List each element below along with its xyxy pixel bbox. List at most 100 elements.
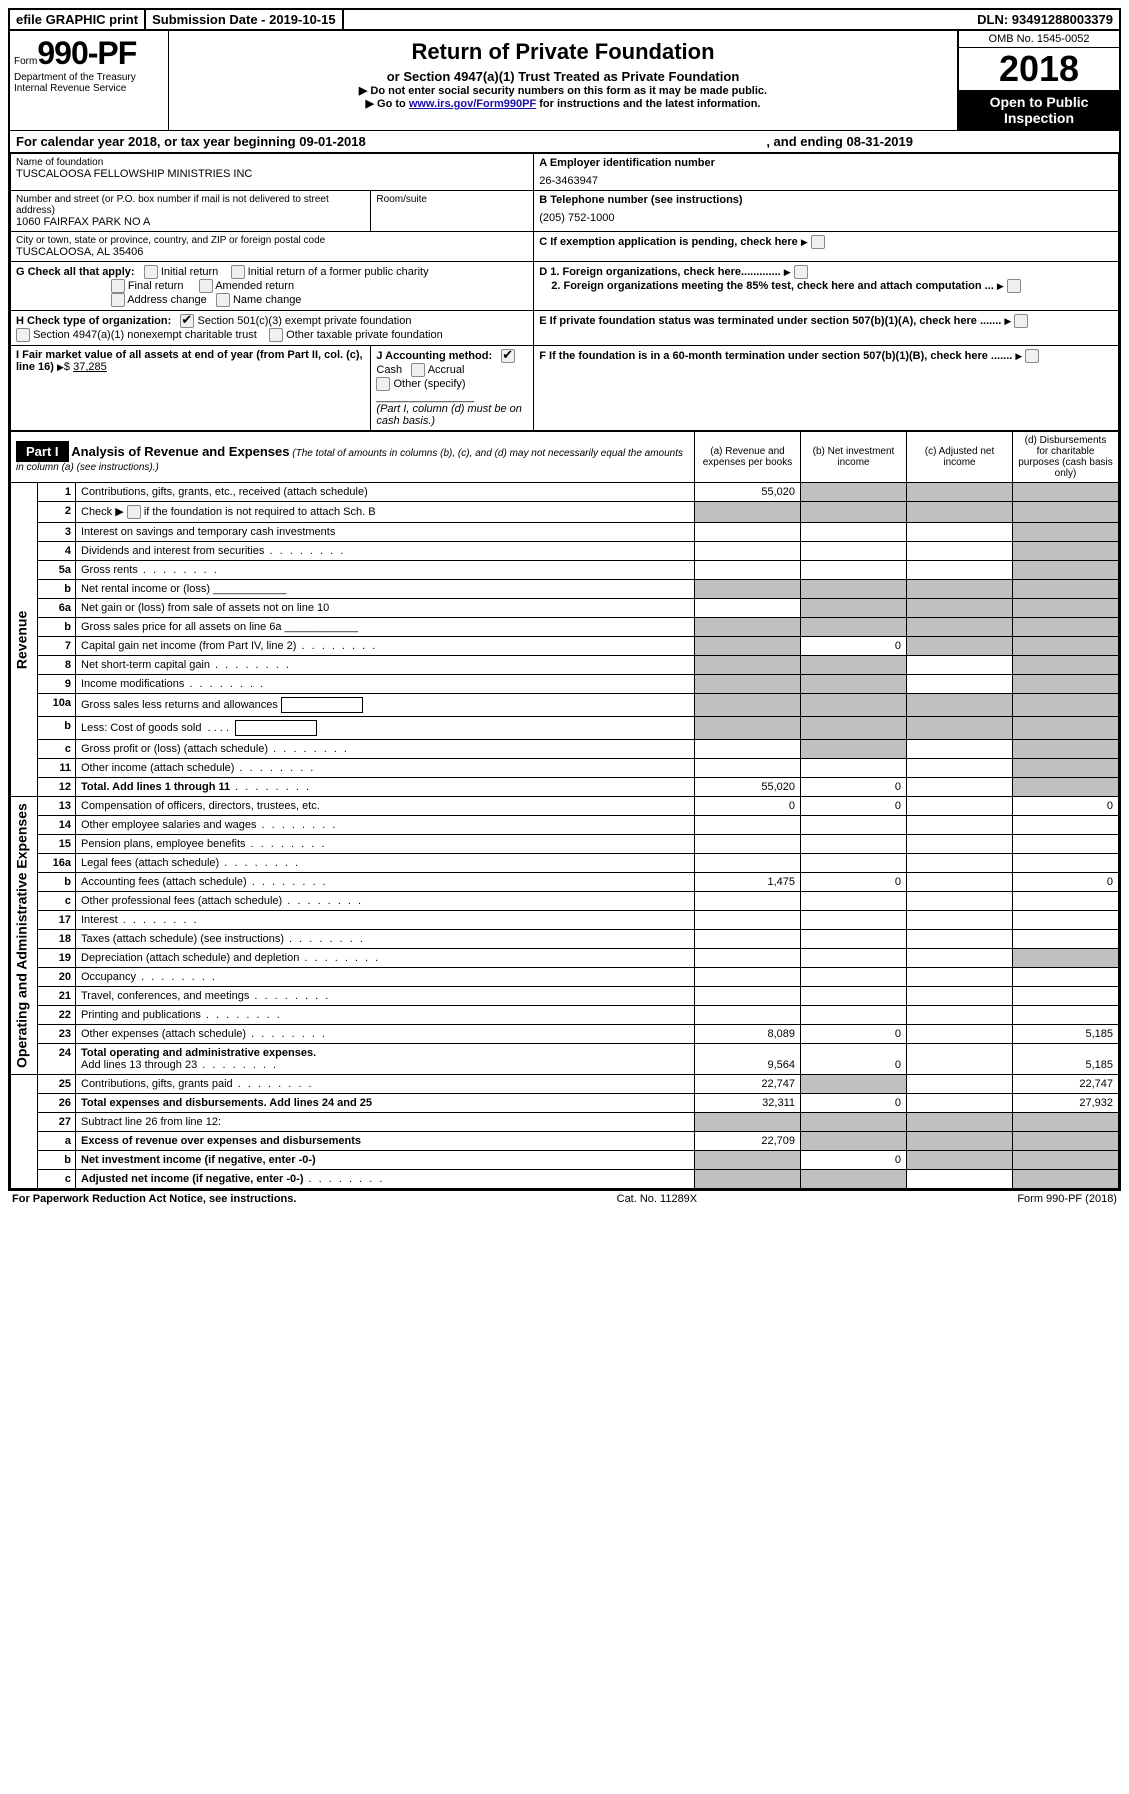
h-other-cb[interactable] (269, 328, 283, 342)
j-other-cb[interactable] (376, 377, 390, 391)
l13-desc: Compensation of officers, directors, tru… (76, 797, 695, 816)
l2-cb[interactable] (127, 505, 141, 519)
foundation-name: TUSCALOOSA FELLOWSHIP MINISTRIES INC (16, 168, 528, 180)
tel-label: B Telephone number (see instructions) (539, 194, 1113, 206)
l13b: 0 (801, 797, 907, 816)
l26a: 32,311 (695, 1094, 801, 1113)
j-cash-cb[interactable] (501, 349, 515, 363)
d2-checkbox[interactable] (1007, 279, 1021, 293)
ln: a (38, 1132, 76, 1151)
e-terminated: E If private foundation status was termi… (539, 315, 1001, 327)
l19-desc: Depreciation (attach schedule) and deple… (76, 949, 695, 968)
f-checkbox[interactable] (1025, 349, 1039, 363)
ln: 18 (38, 930, 76, 949)
c-exemption: C If exemption application is pending, c… (539, 236, 798, 248)
ein-value: 26-3463947 (539, 175, 1113, 187)
j-label: J Accounting method: (376, 350, 492, 362)
form-header: Form990-PF Department of the Treasury In… (10, 31, 1119, 130)
h-501c3: Section 501(c)(3) exempt private foundat… (197, 315, 411, 327)
l20-desc: Occupancy (76, 968, 695, 987)
l25d: 22,747 (1013, 1075, 1119, 1094)
ln: 1 (38, 483, 76, 502)
g-final-cb[interactable] (111, 279, 125, 293)
ln: 14 (38, 816, 76, 835)
l10a-desc: Gross sales less returns and allowances (76, 694, 695, 717)
room-label: Room/suite (376, 194, 528, 205)
i-value: 37,285 (73, 361, 107, 373)
instructions-link[interactable]: www.irs.gov/Form990PF (409, 98, 536, 110)
ln: 21 (38, 987, 76, 1006)
c-checkbox[interactable] (811, 235, 825, 249)
l16a-desc: Legal fees (attach schedule) (76, 854, 695, 873)
arrow-icon (997, 280, 1004, 292)
e-checkbox[interactable] (1014, 314, 1028, 328)
l9-desc: Income modifications (76, 675, 695, 694)
ln: 15 (38, 835, 76, 854)
l13a: 0 (695, 797, 801, 816)
g-initial-cb[interactable] (144, 265, 158, 279)
j-cash: Cash (376, 364, 402, 376)
street-label: Number and street (or P.O. box number if… (16, 194, 365, 216)
ln: 9 (38, 675, 76, 694)
tel-value: (205) 752-1000 (539, 212, 1113, 224)
l13d: 0 (1013, 797, 1119, 816)
efile-print-btn[interactable]: efile GRAPHIC print (10, 10, 146, 29)
ln: 24 (38, 1044, 76, 1075)
j-note: (Part I, column (d) must be on cash basi… (376, 403, 522, 427)
l11-desc: Other income (attach schedule) (76, 759, 695, 778)
arrow-icon (1015, 350, 1022, 362)
ln: 23 (38, 1025, 76, 1044)
l22-desc: Printing and publications (76, 1006, 695, 1025)
arrow-icon (784, 266, 791, 278)
l24a: 9,564 (695, 1044, 801, 1075)
top-bar: efile GRAPHIC print Submission Date - 20… (10, 10, 1119, 31)
l18-desc: Taxes (attach schedule) (see instruction… (76, 930, 695, 949)
l27aa: 22,709 (695, 1132, 801, 1151)
footer: For Paperwork Reduction Act Notice, see … (8, 1191, 1121, 1207)
cal-mid: , and ending (766, 134, 843, 149)
ln: c (38, 740, 76, 759)
open-public: Open to Public Inspection (959, 90, 1119, 130)
name-label: Name of foundation (16, 157, 528, 168)
arrow-icon (801, 236, 808, 248)
l6a-desc: Net gain or (loss) from sale of assets n… (76, 599, 695, 618)
g-initial-former-cb[interactable] (231, 265, 245, 279)
j-accrual-cb[interactable] (411, 363, 425, 377)
h-501c3-cb[interactable] (180, 314, 194, 328)
form-number: 990-PF (37, 35, 136, 71)
ln: c (38, 1170, 76, 1189)
ln: 17 (38, 911, 76, 930)
ln: 3 (38, 523, 76, 542)
l27a-desc: Excess of revenue over expenses and disb… (76, 1132, 695, 1151)
form-subtitle: or Section 4947(a)(1) Trust Treated as P… (173, 69, 953, 84)
l24-desc: Total operating and administrative expen… (76, 1044, 695, 1075)
l23-desc: Other expenses (attach schedule) (76, 1025, 695, 1044)
goto-prefix: ▶ Go to (366, 98, 409, 110)
ln: 20 (38, 968, 76, 987)
ln: b (38, 873, 76, 892)
l23d: 5,185 (1013, 1025, 1119, 1044)
j-accrual: Accrual (428, 364, 465, 376)
city-label: City or town, state or province, country… (16, 235, 528, 246)
d1-checkbox[interactable] (794, 265, 808, 279)
part1-table: Part I Analysis of Revenue and Expenses … (10, 431, 1119, 1189)
g-address: Address change (127, 294, 207, 306)
col-b-header: (b) Net investment income (801, 432, 907, 483)
omb-number: OMB No. 1545-0052 (959, 31, 1119, 48)
ln: b (38, 580, 76, 599)
g-initial-former: Initial return of a former public charit… (248, 266, 429, 278)
ein-label: A Employer identification number (539, 157, 1113, 169)
l26-desc: Total expenses and disbursements. Add li… (76, 1094, 695, 1113)
ln: 5a (38, 561, 76, 580)
info-grid: Name of foundation TUSCALOOSA FELLOWSHIP… (10, 153, 1119, 431)
l23a: 8,089 (695, 1025, 801, 1044)
h-4947: Section 4947(a)(1) nonexempt charitable … (33, 329, 257, 341)
l12a: 55,020 (695, 778, 801, 797)
g-name-cb[interactable] (216, 293, 230, 307)
form-prefix: Form (14, 56, 37, 67)
l3-desc: Interest on savings and temporary cash i… (76, 523, 695, 542)
g-address-cb[interactable] (111, 293, 125, 307)
g-amended-cb[interactable] (199, 279, 213, 293)
h-4947-cb[interactable] (16, 328, 30, 342)
paperwork-notice: For Paperwork Reduction Act Notice, see … (12, 1193, 296, 1205)
